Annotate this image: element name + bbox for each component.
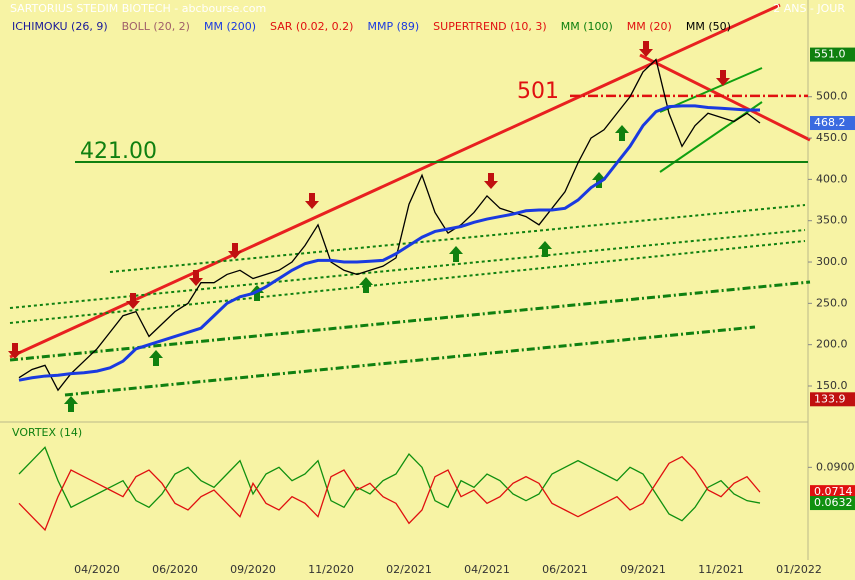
price-label: 0.0714 (814, 485, 853, 498)
x-tick-label: 04/2021 (464, 563, 510, 576)
buy-arrow (359, 277, 373, 293)
price-label-box (810, 392, 855, 407)
x-tick-label: 04/2020 (74, 563, 120, 576)
legend-entry: MM (20) (627, 20, 672, 33)
annotation-label: 501 (517, 79, 559, 104)
price-label-box (810, 485, 855, 500)
channel-line (659, 101, 763, 173)
price-label: 133.9 (814, 392, 846, 405)
sell-arrow (189, 270, 203, 286)
legend-entry: SUPERTREND (10, 3) (433, 20, 547, 33)
x-tick-label: 06/2021 (542, 563, 588, 576)
price-label: 0.0632 (814, 496, 853, 509)
panel-title: VORTEX (14) (12, 426, 82, 439)
legend-entry: MM (100) (561, 20, 613, 33)
chart-title: SARTORIUS STEDIM BIOTECH - abcbourse.com (10, 2, 266, 15)
y-tick-label: 400.0 (816, 172, 848, 185)
legend-entry: BOLL (20, 2) (122, 20, 190, 33)
buy-arrow (592, 172, 606, 188)
legend-entry: SAR (0.02, 0.2) (270, 20, 353, 33)
support-line (9, 229, 806, 309)
buy-arrow (538, 241, 552, 257)
x-tick-label: 11/2021 (698, 563, 744, 576)
buy-arrow (449, 246, 463, 262)
price-label: 551.0 (814, 48, 846, 61)
support-line (9, 240, 806, 324)
sell-arrow (8, 343, 22, 359)
support-line (109, 204, 806, 273)
y-tick-label: 200.0 (816, 338, 848, 351)
series-line (18, 58, 761, 392)
trend-line (639, 53, 811, 142)
period-label: 2 ANS - JOUR (773, 2, 845, 15)
legend-entry: MMP (89) (367, 20, 419, 33)
price-label-box (810, 496, 855, 511)
x-tick-label: 06/2020 (152, 563, 198, 576)
sell-arrow (716, 70, 730, 86)
series-line (18, 455, 761, 532)
series-line (18, 446, 761, 522)
y-tick-label: 450.0 (816, 131, 848, 144)
sell-arrow (639, 41, 653, 57)
sell-arrow (126, 293, 140, 309)
sell-arrow (228, 243, 242, 259)
y-tick-label: 300.0 (816, 255, 848, 268)
x-tick-label: 09/2020 (230, 563, 276, 576)
support-line (64, 325, 756, 397)
price-label-box (810, 116, 855, 131)
y-tick-label: 250.0 (816, 296, 848, 309)
sell-arrow (484, 173, 498, 189)
y-tick-label: 0.0900 (816, 460, 855, 473)
x-tick-label: 11/2020 (308, 563, 354, 576)
y-tick-label: 500.0 (816, 90, 848, 103)
x-tick-label: 02/2021 (386, 563, 432, 576)
buy-arrow (615, 125, 629, 141)
buy-arrow (64, 396, 78, 412)
legend-entry: ICHIMOKU (26, 9) (12, 20, 108, 33)
legend-entry: MM (50) (686, 20, 731, 33)
annotation-label: 421.00 (80, 139, 157, 164)
price-label-box (810, 47, 855, 62)
legend-entry: MM (200) (204, 20, 256, 33)
sell-arrow (305, 193, 319, 209)
series-line (18, 104, 760, 382)
y-tick-label: 150.0 (816, 379, 848, 392)
x-tick-label: 09/2021 (620, 563, 666, 576)
buy-arrow (149, 350, 163, 366)
x-tick-label: 01/2022 (776, 563, 822, 576)
y-tick-label: 350.0 (816, 214, 848, 227)
price-label: 468.2 (814, 116, 846, 129)
